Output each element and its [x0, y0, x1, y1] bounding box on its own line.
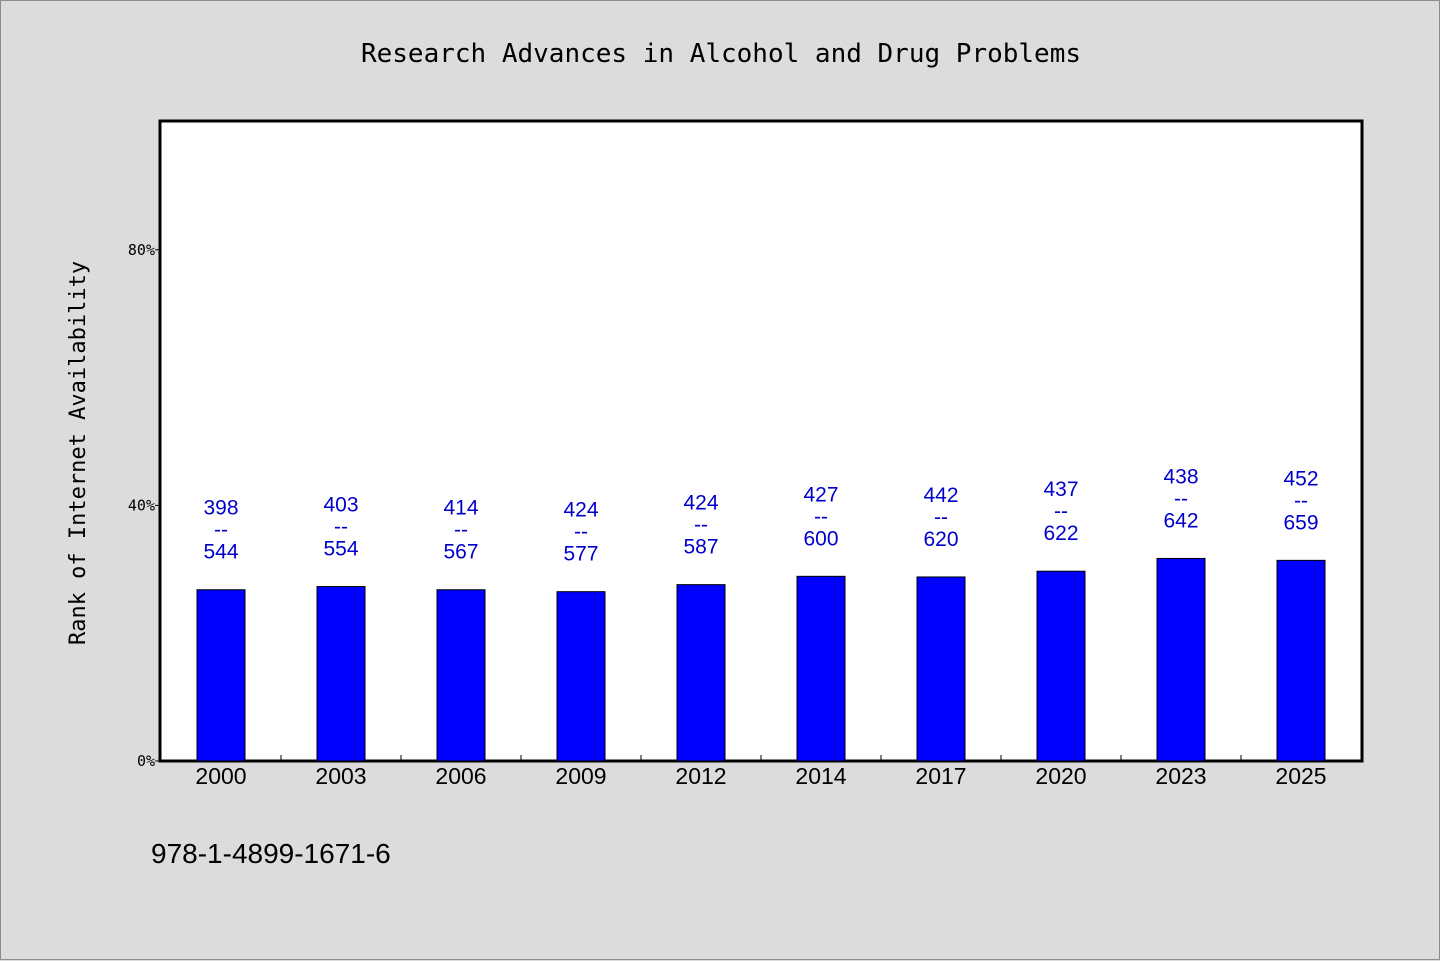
x-tick-label: 2000 — [195, 763, 246, 789]
data-label: -- — [1174, 487, 1188, 510]
data-label: -- — [814, 505, 828, 528]
data-label: -- — [1294, 489, 1308, 512]
data-label: 398 — [203, 497, 238, 520]
x-tick-label: 2017 — [915, 763, 966, 789]
isbn-text: 978-1-4899-1671-6 — [151, 838, 391, 869]
bar-2006 — [436, 589, 486, 762]
bar-2025 — [1276, 559, 1326, 762]
data-label: 424 — [683, 492, 718, 515]
data-label: 427 — [803, 483, 838, 506]
y-tick-label: 0% — [137, 752, 155, 770]
bar-2003 — [316, 586, 366, 762]
data-label: -- — [454, 519, 468, 542]
data-label: 414 — [443, 497, 478, 520]
data-label: 620 — [923, 528, 958, 551]
bar-2014 — [796, 575, 846, 762]
bar-2009 — [556, 591, 606, 762]
data-label: 438 — [1163, 465, 1198, 488]
bar-2017 — [916, 576, 966, 762]
data-label: 600 — [803, 527, 838, 550]
x-tick-label: 2023 — [1155, 763, 1206, 789]
x-tick-label: 2014 — [795, 763, 846, 789]
x-tick-label: 2009 — [555, 763, 606, 789]
x-tick-label: 2025 — [1275, 763, 1326, 789]
data-label: 642 — [1163, 509, 1198, 532]
bar-2023 — [1156, 557, 1206, 762]
data-label: 424 — [563, 499, 598, 522]
x-tick-label: 2003 — [315, 763, 366, 789]
y-tick-label: 40% — [128, 496, 155, 514]
bar-2012 — [676, 584, 726, 762]
data-label: 403 — [323, 494, 358, 517]
chart-title: Research Advances in Alcohol and Drug Pr… — [361, 39, 1081, 69]
data-labels: 398--544403--554414--567424--577424--587… — [203, 465, 1318, 565]
data-label: 567 — [443, 541, 478, 564]
data-label: 587 — [683, 536, 718, 559]
data-label: 577 — [563, 543, 598, 566]
data-label: -- — [574, 521, 588, 544]
x-tick-label: 2020 — [1035, 763, 1086, 789]
x-tick-label: 2012 — [675, 763, 726, 789]
bar-2000 — [196, 589, 246, 762]
y-axis-ticks: 0% 40% 80% — [128, 241, 161, 770]
data-label: 622 — [1043, 522, 1078, 545]
data-label: -- — [334, 516, 348, 539]
y-axis-label: Rank of Internet Availability — [66, 261, 91, 645]
data-label: 659 — [1283, 511, 1318, 534]
y-tick-label: 80% — [128, 241, 155, 259]
bars — [196, 557, 1326, 762]
bar-2020 — [1036, 570, 1086, 762]
data-label: 437 — [1043, 478, 1078, 501]
data-label: -- — [1054, 500, 1068, 523]
x-axis-ticks: 2000 2003 2006 2009 2012 2014 2017 2020 2023 2025 — [195, 755, 1327, 789]
data-label: -- — [694, 514, 708, 537]
data-label: 452 — [1283, 467, 1318, 490]
data-label: 554 — [323, 538, 358, 561]
data-label: 544 — [203, 541, 238, 564]
x-tick-label: 2006 — [435, 763, 486, 789]
data-label: 442 — [923, 484, 958, 507]
data-label: -- — [214, 519, 228, 542]
data-label: -- — [934, 506, 948, 529]
